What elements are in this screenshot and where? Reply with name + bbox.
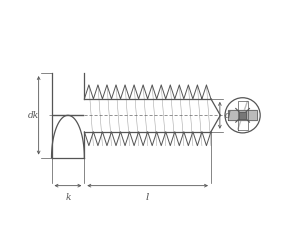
Text: k: k xyxy=(65,193,71,202)
Text: dk: dk xyxy=(28,111,39,120)
Polygon shape xyxy=(238,101,248,130)
Polygon shape xyxy=(239,112,246,119)
Text: d: d xyxy=(225,111,230,120)
Polygon shape xyxy=(228,110,257,120)
Text: l: l xyxy=(146,193,149,202)
